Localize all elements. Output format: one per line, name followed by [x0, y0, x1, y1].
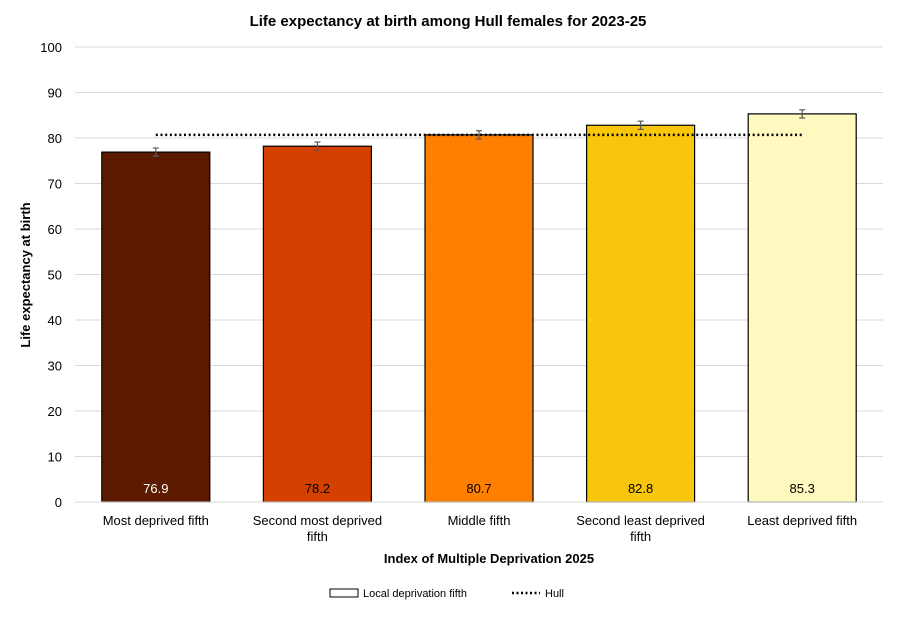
x-tick-label: Most deprived fifth [103, 513, 209, 528]
y-axis-label: Life expectancy at birth [18, 202, 33, 347]
y-tick-label: 90 [48, 86, 62, 101]
y-tick-label: 10 [48, 450, 62, 465]
y-tick-label: 100 [40, 40, 62, 55]
data-label: 82.8 [628, 481, 653, 496]
x-tick-label: fifth [307, 529, 328, 544]
x-tick-label: Least deprived fifth [747, 513, 857, 528]
y-tick-label: 60 [48, 222, 62, 237]
legend-label-bar: Local deprivation fifth [363, 588, 467, 600]
bar [424, 134, 534, 503]
y-tick-label: 70 [48, 177, 62, 192]
y-tick-label: 80 [48, 131, 62, 146]
x-tick-label: Middle fifth [448, 513, 511, 528]
bar [262, 145, 372, 503]
x-tick-label: Second most deprived [253, 513, 382, 528]
data-label: 78.2 [305, 481, 330, 496]
y-tick-label: 0 [55, 495, 62, 510]
chart-title: Life expectancy at birth among Hull fema… [250, 13, 647, 30]
data-label: 85.3 [790, 481, 815, 496]
bar [747, 113, 857, 503]
data-label: 80.7 [466, 481, 491, 496]
data-label: 76.9 [143, 481, 168, 496]
x-axis-label: Index of Multiple Deprivation 2025 [384, 551, 594, 566]
y-tick-label: 40 [48, 313, 62, 328]
y-tick-label: 50 [48, 268, 62, 283]
y-tick-label: 20 [48, 404, 62, 419]
y-tick-label: 30 [48, 359, 62, 374]
bar [585, 124, 696, 503]
legend: Local deprivation fifth Hull [329, 588, 564, 600]
legend-label-hull: Hull [545, 588, 564, 600]
x-tick-label: fifth [630, 529, 651, 544]
x-tick-label: Second least deprived [576, 513, 705, 528]
legend-swatch-bar [329, 588, 359, 598]
bar [101, 151, 211, 503]
